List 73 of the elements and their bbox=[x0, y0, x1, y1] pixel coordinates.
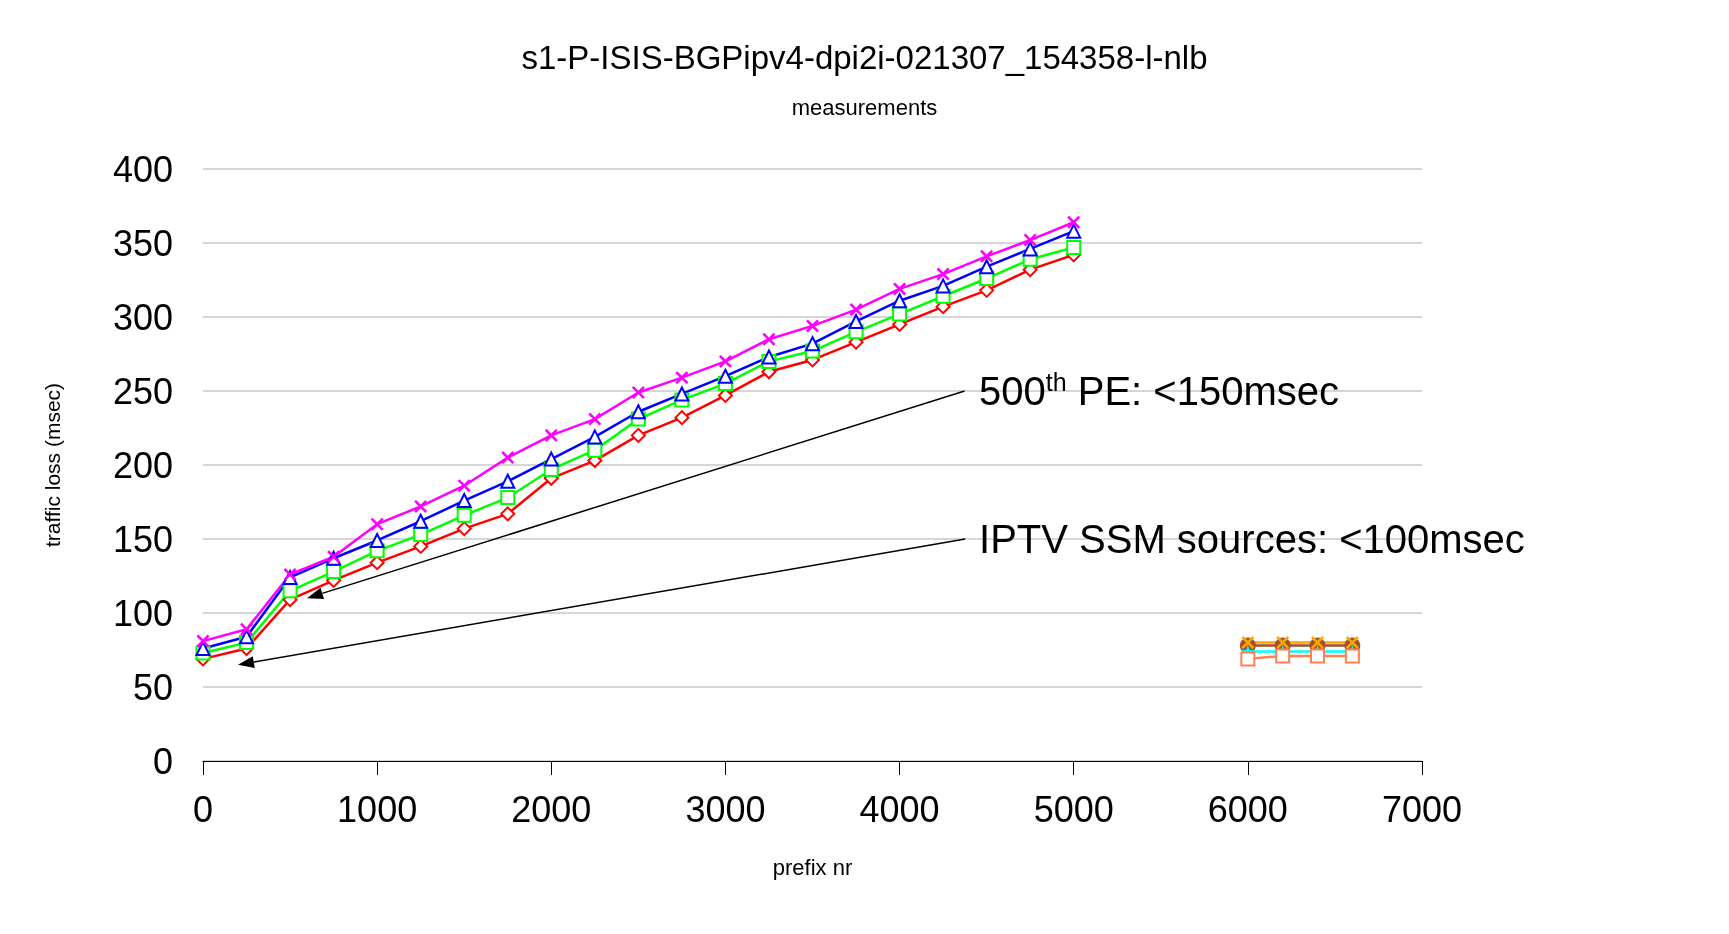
point bbox=[456, 521, 472, 537]
y-axis-title: traffic loss (msec) bbox=[41, 382, 64, 548]
point bbox=[1344, 648, 1360, 664]
point bbox=[1241, 636, 1255, 650]
point bbox=[588, 412, 602, 426]
x-tick-label: 5000 bbox=[1033, 788, 1114, 830]
point bbox=[979, 259, 995, 275]
y-tick-label: 150 bbox=[112, 518, 173, 560]
x-tick-label: 0 bbox=[192, 788, 214, 830]
point bbox=[1240, 651, 1256, 667]
point bbox=[587, 429, 603, 445]
point bbox=[456, 507, 472, 523]
point bbox=[457, 479, 471, 493]
point bbox=[849, 303, 863, 317]
y-tick-label: 100 bbox=[112, 592, 173, 634]
point bbox=[544, 428, 558, 442]
point bbox=[370, 517, 384, 531]
point bbox=[414, 499, 428, 513]
point bbox=[239, 629, 255, 645]
point bbox=[718, 354, 732, 368]
y-tick-label: 300 bbox=[112, 296, 173, 338]
point bbox=[892, 293, 908, 309]
point bbox=[240, 622, 254, 636]
point bbox=[543, 451, 559, 467]
y-tick-label: 400 bbox=[112, 148, 173, 190]
x-axis-title: prefix nr bbox=[772, 854, 853, 880]
point bbox=[1066, 223, 1082, 239]
x-tick-label: 6000 bbox=[1207, 788, 1288, 830]
point bbox=[674, 386, 690, 402]
point bbox=[501, 451, 515, 465]
point bbox=[1022, 241, 1038, 257]
point bbox=[935, 278, 951, 294]
point bbox=[805, 336, 820, 352]
point bbox=[674, 410, 690, 426]
annotation: IPTV SSM sources: <100msec bbox=[979, 517, 1525, 561]
point bbox=[630, 427, 646, 443]
chart-title: s1-P-ISIS-BGPipv4-dpi2i-021307_154358-l-nlb bbox=[521, 39, 1208, 76]
point bbox=[456, 493, 472, 509]
point bbox=[369, 532, 385, 548]
point bbox=[675, 371, 689, 385]
point bbox=[717, 368, 733, 384]
point bbox=[500, 490, 516, 506]
point bbox=[1067, 215, 1081, 229]
point bbox=[892, 306, 908, 322]
point bbox=[893, 282, 907, 296]
point bbox=[587, 442, 603, 458]
x-tick-label: 2000 bbox=[511, 788, 592, 830]
y-tick-label: 250 bbox=[112, 370, 173, 412]
point bbox=[1275, 648, 1291, 664]
point bbox=[761, 349, 777, 365]
y-tick-label: 350 bbox=[112, 222, 173, 264]
point bbox=[1023, 233, 1037, 247]
point bbox=[806, 319, 819, 333]
y-tick-label: 0 bbox=[152, 740, 173, 782]
point bbox=[1276, 636, 1290, 650]
point bbox=[413, 513, 429, 529]
point bbox=[630, 404, 646, 420]
x-tick-label: 3000 bbox=[685, 788, 766, 830]
chart-subtitle: measurements bbox=[791, 94, 938, 120]
y-tick-label: 200 bbox=[112, 444, 173, 486]
point bbox=[848, 313, 864, 329]
y-tick-label: 50 bbox=[132, 666, 173, 708]
point bbox=[1310, 648, 1326, 664]
point bbox=[500, 473, 516, 489]
x-tick-label: 1000 bbox=[337, 788, 418, 830]
point bbox=[980, 249, 994, 263]
x-tick-label: 4000 bbox=[859, 788, 940, 830]
point bbox=[1066, 239, 1082, 255]
point bbox=[762, 332, 776, 346]
point bbox=[500, 506, 516, 522]
x-tick-label: 7000 bbox=[1381, 788, 1463, 830]
point bbox=[1345, 636, 1359, 650]
point bbox=[195, 641, 211, 657]
